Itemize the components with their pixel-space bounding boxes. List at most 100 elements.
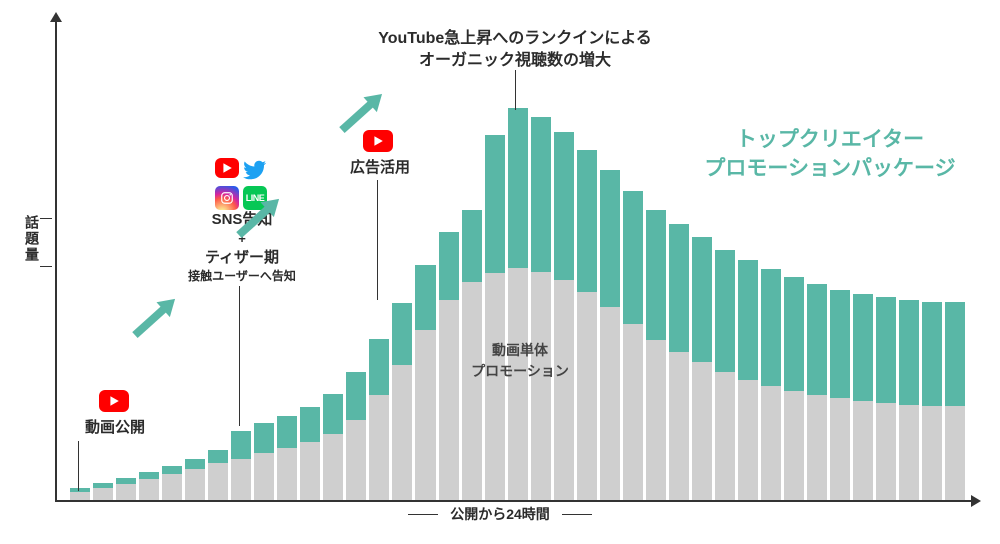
bar-seg-bottom: [208, 463, 228, 500]
callout-organic-l1: YouTube急上昇へのランクインによる: [350, 28, 680, 50]
bar: [392, 303, 412, 500]
bar: [208, 450, 228, 500]
bar: [899, 300, 919, 500]
bar-seg-bottom: [462, 282, 482, 500]
bar: [853, 294, 873, 500]
bar-seg-top: [899, 300, 919, 405]
instagram-icon: [215, 186, 239, 210]
callout-ad-title: 広告活用: [335, 158, 425, 178]
series-bottom-label-l2: プロモーション: [440, 361, 600, 382]
bar-seg-top: [738, 260, 758, 380]
bar-seg-top: [623, 191, 643, 324]
bar-seg-top: [439, 232, 459, 300]
bar: [323, 394, 343, 500]
bar: [508, 108, 528, 500]
bar-seg-bottom: [392, 365, 412, 500]
bar-seg-top: [185, 459, 205, 469]
callout-tick: [239, 286, 240, 426]
bar-seg-bottom: [922, 406, 942, 500]
bar-seg-top: [415, 265, 435, 330]
bar: [300, 407, 320, 500]
bar-seg-top: [323, 394, 343, 434]
bar: [669, 224, 689, 500]
bar-seg-bottom: [93, 488, 113, 500]
bar: [346, 372, 366, 500]
callout-publish: 動画公開: [70, 418, 160, 438]
bar-seg-bottom: [300, 442, 320, 500]
bar-seg-bottom: [646, 340, 666, 500]
bar: [646, 210, 666, 500]
bar-seg-top: [692, 237, 712, 362]
bar-seg-bottom: [577, 292, 597, 500]
bar-seg-bottom: [70, 492, 90, 500]
bar-seg-bottom: [185, 469, 205, 500]
bar-seg-bottom: [277, 448, 297, 500]
bar-seg-bottom: [254, 453, 274, 500]
bar-seg-bottom: [784, 391, 804, 500]
bar: [715, 250, 735, 500]
bar: [784, 277, 804, 500]
bar-seg-bottom: [623, 324, 643, 500]
bar-seg-top: [715, 250, 735, 372]
bar-seg-top: [853, 294, 873, 401]
bar-seg-top: [554, 132, 574, 280]
bar: [600, 170, 620, 500]
x-axis-label: 公開から24時間: [0, 504, 1000, 524]
callout-ad: 広告活用: [335, 158, 425, 178]
callout-tick: [377, 180, 378, 300]
bar-seg-bottom: [323, 434, 343, 500]
bar: [185, 459, 205, 500]
bar-seg-top: [277, 416, 297, 448]
callout-tick: [515, 70, 516, 110]
youtube-icon: [363, 130, 393, 152]
bar: [807, 284, 827, 500]
bar-seg-top: [531, 117, 551, 272]
callout-tick: [78, 441, 79, 491]
y-axis: [55, 20, 57, 500]
bar-seg-bottom: [692, 362, 712, 500]
x-axis: [55, 500, 973, 502]
bar: [554, 132, 574, 500]
bar: [369, 339, 389, 500]
y-axis-label: 話題量: [22, 215, 42, 263]
bar: [93, 483, 113, 500]
bar: [577, 150, 597, 500]
bar-seg-top: [646, 210, 666, 340]
y-tick: [40, 266, 52, 267]
bar-seg-top: [300, 407, 320, 442]
bar-seg-bottom: [807, 395, 827, 500]
bar: [485, 135, 505, 500]
bar: [254, 423, 274, 500]
bar-seg-bottom: [485, 273, 505, 500]
bar: [761, 269, 781, 500]
bar-seg-top: [139, 472, 159, 479]
bar-seg-top: [807, 284, 827, 395]
bar-seg-top: [784, 277, 804, 391]
bar-seg-bottom: [508, 268, 528, 500]
series-top-label-l2: プロモーションパッケージ: [680, 154, 980, 183]
bar-seg-top: [761, 269, 781, 386]
twitter-icon: [243, 158, 267, 182]
bar-seg-bottom: [162, 474, 182, 500]
bar-seg-top: [600, 170, 620, 307]
chart-root: 話題量 公開から24時間 動画単体 プロモーション トップクリエイター プロモー…: [0, 0, 1000, 544]
bar-seg-top: [669, 224, 689, 352]
callout-publish-title: 動画公開: [70, 418, 160, 438]
bar-seg-bottom: [945, 406, 965, 500]
bar-seg-bottom: [231, 459, 251, 500]
bar: [116, 478, 136, 500]
bar-seg-top: [392, 303, 412, 365]
x-axis-label-text: 公開から24時間: [450, 506, 550, 522]
bar: [415, 265, 435, 500]
bar-seg-bottom: [876, 403, 896, 500]
bar-seg-top: [508, 108, 528, 268]
bar-seg-bottom: [531, 272, 551, 500]
bar-seg-bottom: [439, 300, 459, 500]
bar-seg-bottom: [369, 395, 389, 500]
bar: [945, 302, 965, 500]
bar-seg-bottom: [139, 479, 159, 500]
bar-seg-top: [485, 135, 505, 273]
bar-seg-top: [462, 210, 482, 282]
bar-seg-bottom: [600, 307, 620, 500]
bar-seg-top: [945, 302, 965, 406]
